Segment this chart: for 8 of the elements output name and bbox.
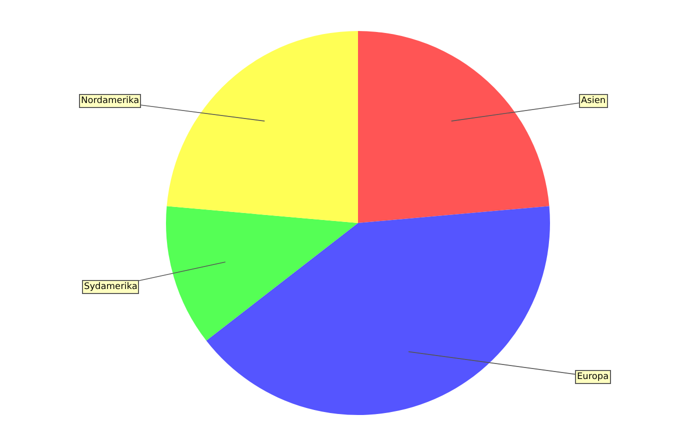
pie-slice [166, 206, 358, 341]
slice-label: Asien [581, 96, 606, 106]
slice-label: Europa [577, 372, 609, 382]
slice-label: Nordamerika [81, 96, 140, 106]
pie-slice [166, 31, 358, 223]
slice-label: Sydamerika [84, 282, 138, 292]
pie-slice [358, 31, 550, 223]
pie-slice [206, 206, 550, 415]
